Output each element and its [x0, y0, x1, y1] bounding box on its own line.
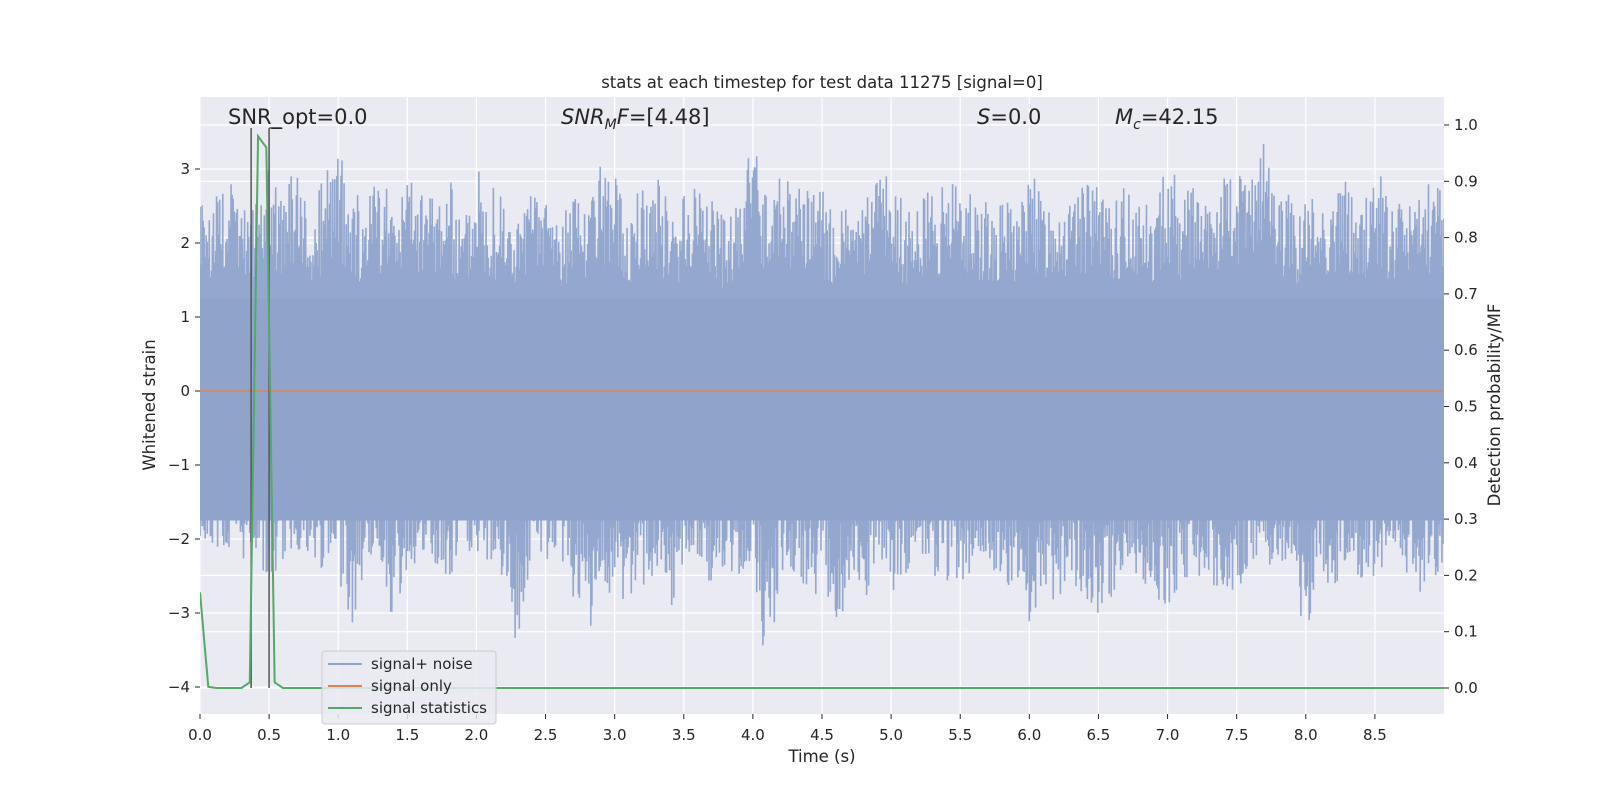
annotation-s: S=0.0 [977, 105, 1041, 129]
x-tick-label: 4.0 [741, 726, 765, 744]
signal-statistics-line [200, 133, 1444, 689]
legend-box [321, 650, 497, 725]
y-axis-label: Whitened strain [140, 339, 159, 470]
y-tick-label: 0 [180, 382, 190, 400]
y2-axis-label: Detection probability/MF [1485, 304, 1504, 507]
x-axis-ticks: 0.0 0.5 1.0 1.5 2.0 2.5 3.0 3.5 4.0 4.5 5.0 5.5 6.0 6… [188, 714, 1387, 744]
y-axis-ticks: 3 2 1 0 −1 −2 −3 −4 [168, 160, 200, 696]
y-tick-label: 3 [180, 160, 190, 178]
x-axis-label: Time (s) [787, 747, 855, 766]
y2-tick-label: 0.6 [1454, 341, 1478, 359]
x-tick-label: 6.5 [1087, 726, 1111, 744]
y-tick-label: −3 [168, 604, 190, 622]
x-tick-label: 5.5 [948, 726, 972, 744]
x-tick-label: 0.0 [188, 726, 212, 744]
x-tick-label: 8.5 [1363, 726, 1387, 744]
y-tick-label: 1 [180, 308, 190, 326]
y2-tick-label: 0.0 [1454, 679, 1478, 697]
x-tick-label: 1.0 [326, 726, 350, 744]
legend-label-stats: signal statistics [371, 699, 487, 717]
y-tick-label: −2 [168, 530, 190, 548]
y2-tick-label: 1.0 [1454, 116, 1478, 134]
y2-tick-label: 0.7 [1454, 285, 1478, 303]
x-tick-label: 3.5 [672, 726, 696, 744]
annotation-snr-opt: SNR_opt=0.0 [228, 105, 368, 130]
y2-tick-label: 0.9 [1454, 172, 1478, 190]
x-tick-label: 0.5 [257, 726, 281, 744]
x-tick-label: 7.0 [1156, 726, 1180, 744]
signal-statistics-series [200, 133, 1444, 689]
y-tick-label: 2 [180, 234, 190, 252]
y2-axis-ticks: 1.0 0.9 0.8 0.7 0.6 0.5 0.4 0.3 0.2 0.1 0.0 [1444, 116, 1478, 697]
y2-tick-label: 0.5 [1454, 398, 1478, 416]
chart-title: stats at each timestep for test data 112… [601, 73, 1043, 92]
y2-tick-label: 0.2 [1454, 566, 1478, 584]
x-tick-label: 4.5 [810, 726, 834, 744]
x-tick-label: 8.0 [1294, 726, 1318, 744]
legend-label-signal: signal only [371, 677, 452, 695]
signal-noise-series [200, 143, 1444, 646]
x-tick-label: 5.0 [879, 726, 903, 744]
y2-tick-label: 0.1 [1454, 623, 1478, 641]
legend: signal+ noise signal only signal statist… [321, 650, 497, 725]
y2-tick-label: 0.3 [1454, 510, 1478, 528]
x-tick-label: 6.0 [1017, 726, 1041, 744]
annotation-snr-mf: SNRMF=[4.48] [561, 105, 710, 133]
x-tick-label: 2.0 [465, 726, 489, 744]
y-tick-label: −4 [168, 678, 190, 696]
x-tick-label: 7.5 [1225, 726, 1249, 744]
legend-label-noise: signal+ noise [371, 655, 473, 673]
y2-tick-label: 0.8 [1454, 229, 1478, 247]
y-tick-label: −1 [168, 456, 190, 474]
y2-tick-label: 0.4 [1454, 454, 1478, 472]
signal-noise-core [200, 298, 1444, 521]
x-tick-label: 2.5 [534, 726, 558, 744]
annotation-mc: Mc=42.15 [1115, 105, 1219, 133]
x-tick-label: 3.0 [603, 726, 627, 744]
x-tick-label: 1.5 [395, 726, 419, 744]
